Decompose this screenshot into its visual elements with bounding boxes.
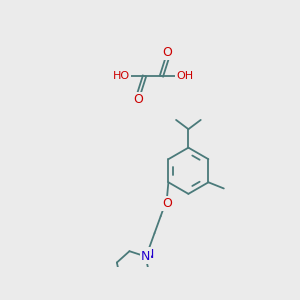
Text: HO: HO	[113, 71, 130, 81]
Text: O: O	[134, 93, 143, 106]
Text: N: N	[145, 248, 154, 261]
Text: O: O	[163, 46, 172, 59]
Text: O: O	[162, 196, 172, 210]
Text: OH: OH	[176, 71, 193, 81]
Text: N: N	[141, 250, 150, 263]
